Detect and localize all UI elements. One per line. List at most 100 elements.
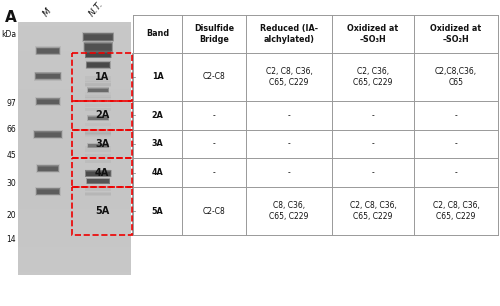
Bar — [18, 269, 131, 270]
Bar — [18, 254, 131, 255]
Bar — [18, 55, 131, 56]
Text: 45: 45 — [6, 151, 16, 159]
Bar — [18, 169, 131, 170]
Bar — [18, 255, 131, 256]
Bar — [18, 91, 131, 92]
Text: 5A: 5A — [95, 206, 109, 216]
Bar — [18, 228, 131, 229]
Bar — [18, 257, 131, 258]
Bar — [18, 260, 131, 261]
Bar — [18, 157, 131, 158]
Bar — [18, 183, 131, 184]
Bar — [18, 200, 131, 201]
Bar — [18, 38, 131, 39]
Text: 14: 14 — [6, 236, 16, 244]
Bar — [18, 139, 131, 140]
Bar — [18, 48, 131, 49]
Bar — [18, 148, 131, 149]
Bar — [18, 209, 131, 210]
Bar — [18, 43, 131, 44]
Bar — [18, 158, 131, 159]
Bar — [18, 76, 131, 77]
Bar — [18, 79, 131, 80]
Bar — [18, 168, 131, 169]
Bar — [18, 220, 131, 221]
Bar — [18, 141, 131, 142]
Bar — [18, 190, 131, 191]
Bar — [18, 265, 131, 266]
Bar — [84, 42, 112, 52]
Bar — [18, 182, 131, 183]
Bar — [36, 74, 60, 79]
Bar — [82, 32, 114, 41]
Bar — [18, 156, 131, 157]
Bar — [18, 196, 131, 197]
Bar — [18, 244, 131, 245]
Bar — [84, 34, 112, 40]
Bar — [85, 43, 111, 46]
Bar — [83, 42, 113, 52]
Bar — [18, 95, 131, 96]
Text: C2, C8, C36,
C65, C229: C2, C8, C36, C65, C229 — [350, 201, 397, 221]
Bar — [84, 43, 112, 51]
Bar — [18, 188, 131, 189]
Text: 1A: 1A — [95, 72, 109, 82]
Bar — [18, 58, 131, 59]
Bar — [34, 132, 62, 137]
Bar — [18, 24, 131, 25]
Text: 97: 97 — [6, 99, 16, 107]
Bar — [18, 114, 131, 115]
Text: 1A: 1A — [152, 73, 164, 81]
Bar — [86, 178, 110, 185]
Bar — [18, 214, 131, 215]
Bar — [86, 52, 110, 58]
Bar — [18, 81, 131, 82]
Bar — [18, 106, 131, 107]
Text: Disulfide
Bridge: Disulfide Bridge — [194, 24, 234, 44]
Bar — [18, 232, 131, 233]
Bar — [18, 100, 131, 101]
Bar — [18, 274, 131, 275]
Text: -: - — [288, 140, 290, 148]
Bar — [18, 89, 131, 90]
Bar — [18, 171, 131, 172]
Text: 4A: 4A — [95, 168, 109, 178]
Bar — [85, 84, 111, 88]
Text: C2,C8,C36,
C65: C2,C8,C36, C65 — [435, 67, 477, 87]
Bar — [85, 56, 111, 59]
Bar — [18, 213, 131, 214]
Bar — [85, 83, 111, 86]
Bar — [18, 236, 131, 237]
Bar — [18, 129, 131, 130]
Bar — [18, 173, 131, 174]
Text: Oxidized at
–SO₂H: Oxidized at –SO₂H — [430, 24, 482, 44]
Text: -: - — [288, 168, 290, 177]
Bar — [18, 246, 131, 247]
Bar — [18, 115, 131, 116]
Bar — [18, 123, 131, 124]
Bar — [88, 117, 108, 120]
Text: C2-C8: C2-C8 — [203, 73, 226, 81]
Bar — [18, 29, 131, 30]
Bar — [18, 135, 131, 136]
Bar — [84, 43, 112, 51]
Bar — [18, 211, 131, 212]
Bar — [85, 132, 111, 135]
Bar — [72, 53, 132, 101]
Bar — [18, 261, 131, 262]
Bar — [18, 167, 131, 168]
Bar — [18, 71, 131, 72]
Bar — [18, 78, 131, 79]
Bar — [18, 26, 131, 27]
Bar — [18, 229, 131, 230]
Text: -: - — [372, 168, 374, 177]
Bar — [18, 99, 131, 100]
Bar — [36, 189, 60, 194]
Bar — [85, 41, 111, 43]
Bar — [18, 219, 131, 220]
Bar — [37, 165, 59, 172]
Bar — [18, 112, 131, 113]
Bar — [18, 85, 131, 86]
Bar — [18, 177, 131, 178]
Bar — [85, 44, 111, 47]
